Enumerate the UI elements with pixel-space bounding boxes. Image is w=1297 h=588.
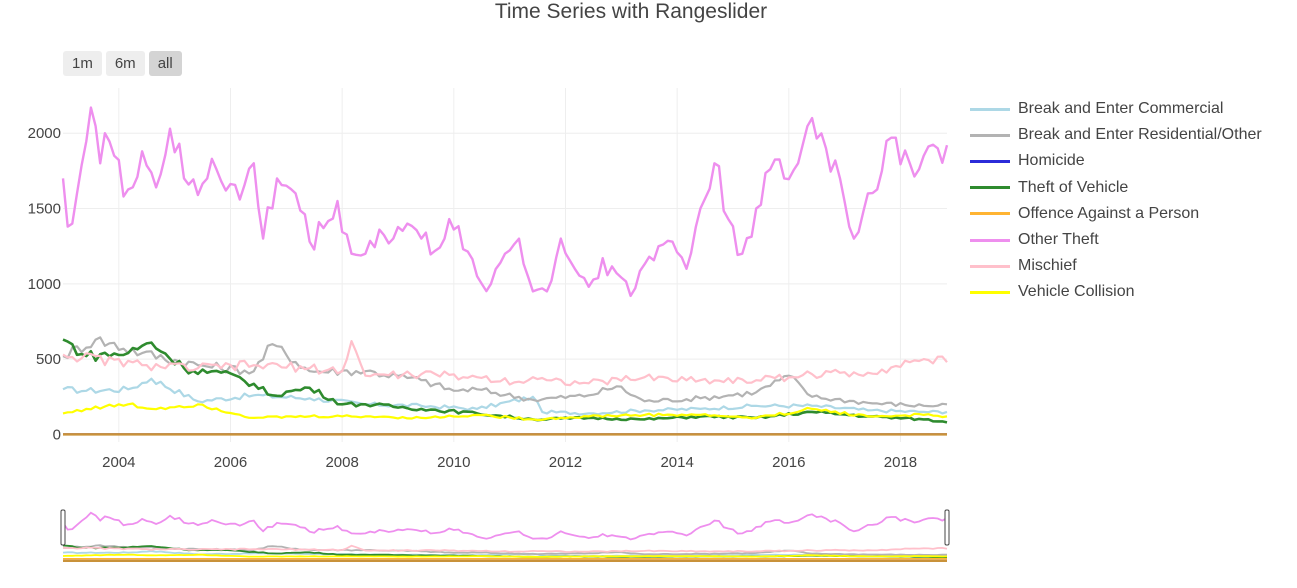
slider-handle-right[interactable] [944,509,950,546]
legend-swatch [970,264,1010,268]
legend-label: Mischief [1018,257,1077,275]
legend-swatch [970,186,1010,190]
legend-item[interactable]: Mischief [970,253,1262,279]
legend-label: Theft of Vehicle [1018,178,1129,196]
series-line-5 [61,106,949,298]
y-tick-label: 1000 [28,276,61,293]
axes: 0 500 1000 1500 2000 2004 2006 2008 2010 2012 2014… [28,125,918,471]
range-selector: 1m 6m all [63,51,182,76]
legend-item[interactable]: Other Theft [970,227,1262,253]
x-tick-label: 2016 [772,454,805,471]
legend-swatch [970,159,1010,163]
legend-swatch [970,107,1010,111]
x-tick-label: 2012 [549,454,582,471]
legend-label: Homicide [1018,152,1085,170]
series-line-0 [62,377,948,416]
legend-item[interactable]: Break and Enter Commercial [970,96,1262,122]
legend-item[interactable]: Theft of Vehicle [970,175,1262,201]
x-tick-label: 2004 [102,454,135,471]
range-slider [60,509,950,562]
legend-label: Break and Enter Residential/Other [1018,126,1262,144]
range-button-1m[interactable]: 1m [63,51,102,76]
x-tick-label: 2014 [660,454,693,471]
series-line-7 [62,402,948,422]
legend-item[interactable]: Break and Enter Residential/Other [970,122,1262,148]
legend-label: Break and Enter Commercial [1018,100,1224,118]
legend-swatch [970,212,1010,216]
legend-swatch [970,133,1010,137]
range-button-all[interactable]: all [148,51,182,76]
legend-swatch [970,290,1010,294]
x-tick-label: 2010 [437,454,470,471]
x-tick-label: 2008 [325,454,358,471]
legend-item[interactable]: Vehicle Collision [970,279,1262,305]
grid-lines [63,88,947,442]
legend: Break and Enter Commercial Break and Ente… [970,96,1262,306]
legend-item[interactable]: Homicide [970,148,1262,174]
slider-series-line-6 [62,544,948,553]
legend-label: Vehicle Collision [1018,283,1135,301]
y-tick-label: 2000 [28,125,61,142]
x-tick-label: 2018 [884,454,917,471]
series-line-6 [62,340,948,387]
legend-item[interactable]: Offence Against a Person [970,201,1262,227]
y-tick-label: 1500 [28,201,61,218]
series-line-1 [62,336,948,408]
slider-series-line-5 [62,511,948,541]
y-tick-label: 0 [53,426,61,443]
x-tick-label: 2006 [214,454,247,471]
series-line-3 [62,338,948,424]
y-tick-label: 500 [36,351,61,368]
legend-swatch [970,238,1010,242]
slider-series-line-7 [62,553,948,558]
range-button-6m[interactable]: 6m [105,51,145,76]
series-lines [61,106,949,436]
chart-title: Time Series with Rangeslider [494,0,768,23]
legend-label: Other Theft [1018,231,1099,249]
legend-label: Offence Against a Person [1018,204,1200,222]
slider-handle-left[interactable] [60,509,66,546]
